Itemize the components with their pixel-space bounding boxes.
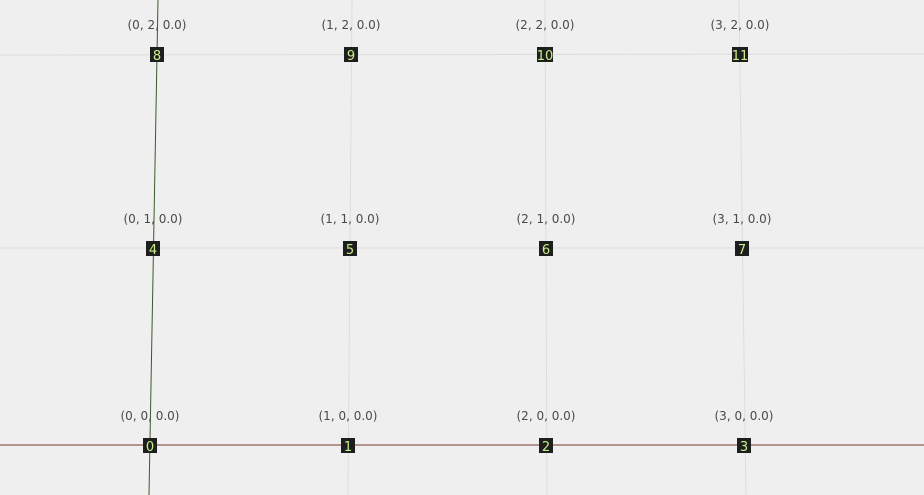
point-marker[interactable] — [143, 438, 157, 453]
grid-row-2 — [0, 53, 924, 56]
grid-point-10[interactable]: (2, 2, 0.0) 10 — [516, 18, 575, 64]
point-marker[interactable] — [539, 438, 553, 453]
point-index-label: 8 — [153, 49, 161, 64]
point-marker[interactable] — [735, 241, 749, 256]
point-coordinate-label: (1, 1, 0.0) — [321, 212, 380, 226]
point-coordinate-label: (0, 0, 0.0) — [121, 409, 180, 423]
point-marker[interactable] — [343, 241, 357, 256]
point-coordinate-label: (1, 2, 0.0) — [322, 18, 381, 32]
point-coordinate-label: (3, 0, 0.0) — [715, 409, 774, 423]
point-coordinate-label: (1, 0, 0.0) — [319, 409, 378, 423]
point-marker[interactable] — [150, 47, 164, 62]
grid-point-3[interactable]: (3, 0, 0.0) 3 — [715, 409, 774, 455]
point-coordinate-label: (2, 2, 0.0) — [516, 18, 575, 32]
point-coordinate-label: (0, 1, 0.0) — [124, 212, 183, 226]
point-index-label: 3 — [740, 440, 748, 455]
point-index-label: 0 — [146, 440, 154, 455]
point-index-label: 11 — [732, 49, 749, 64]
point-index-label: 4 — [149, 243, 157, 258]
point-marker[interactable] — [737, 438, 751, 453]
point-index-label: 2 — [542, 440, 550, 455]
point-coordinate-label: (2, 0, 0.0) — [517, 409, 576, 423]
grid-point-5[interactable]: (1, 1, 0.0) 5 — [321, 212, 380, 258]
point-index-label: 10 — [537, 49, 554, 64]
point-marker[interactable] — [539, 241, 553, 256]
grid-point-7[interactable]: (3, 1, 0.0) 7 — [713, 212, 772, 258]
grid-point-11[interactable]: (3, 2, 0.0) 11 — [711, 18, 770, 64]
grid-point-1[interactable]: (1, 0, 0.0) 1 — [319, 409, 378, 455]
point-marker[interactable] — [344, 47, 358, 62]
point-index-label: 7 — [738, 243, 746, 258]
point-coordinate-label: (3, 2, 0.0) — [711, 18, 770, 32]
point-marker[interactable] — [732, 47, 748, 62]
grid-point-9[interactable]: (1, 2, 0.0) 9 — [322, 18, 381, 64]
points-layer: (0, 0, 0.0) 0 (1, 0, 0.0) 1 (2, 0, 0.0) 2 (3, … — [121, 18, 774, 455]
point-coordinate-label: (3, 1, 0.0) — [713, 212, 772, 226]
grid-point-8[interactable]: (0, 2, 0.0) 8 — [128, 18, 187, 64]
point-index-label: 9 — [347, 49, 355, 64]
point-index-label: 1 — [344, 440, 352, 455]
point-coordinate-label: (2, 1, 0.0) — [517, 212, 576, 226]
grid-point-4[interactable]: (0, 1, 0.0) 4 — [124, 212, 183, 258]
point-marker[interactable] — [146, 241, 160, 256]
point-index-label: 6 — [542, 243, 550, 258]
grid-point-0[interactable]: (0, 0, 0.0) 0 — [121, 409, 180, 455]
grid-point-2[interactable]: (2, 0, 0.0) 2 — [517, 409, 576, 455]
grid-point-6[interactable]: (2, 1, 0.0) 6 — [517, 212, 576, 258]
point-marker[interactable] — [537, 47, 553, 62]
point-coordinate-label: (0, 2, 0.0) — [128, 18, 187, 32]
point-index-label: 5 — [346, 243, 354, 258]
point-marker[interactable] — [341, 438, 355, 453]
